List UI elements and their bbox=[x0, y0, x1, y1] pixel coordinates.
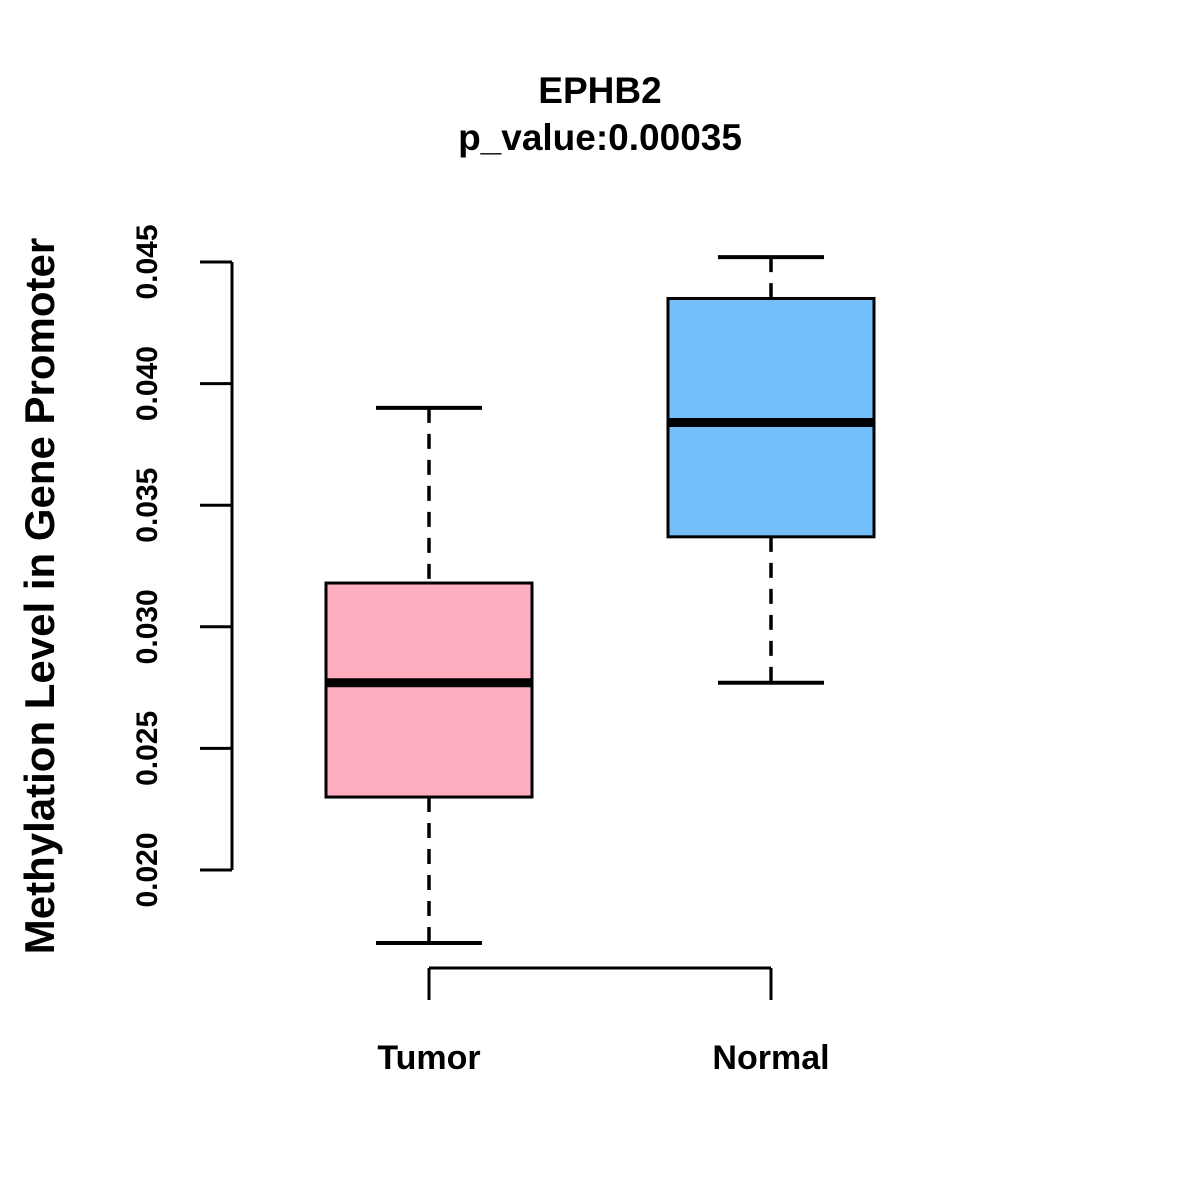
title-block: EPHB2 p_value:0.00035 bbox=[0, 67, 1200, 161]
chart-title: EPHB2 bbox=[538, 70, 662, 111]
y-axis-title: Methylation Level in Gene Promoter bbox=[16, 237, 63, 955]
x-category-label-normal: Normal bbox=[712, 1039, 829, 1077]
y-axis-tick-label: 0.030 bbox=[131, 589, 164, 664]
y-axis-tick-label: 0.025 bbox=[131, 711, 164, 786]
y-axis-tick-label: 0.035 bbox=[131, 468, 164, 543]
box-normal bbox=[666, 296, 876, 539]
y-axis-tick-label: 0.020 bbox=[131, 832, 164, 907]
y-axis-tick-label: 0.040 bbox=[131, 346, 164, 421]
x-category-label-tumor: Tumor bbox=[377, 1039, 480, 1077]
box-tumor bbox=[324, 581, 534, 799]
y-axis-tick-label: 0.045 bbox=[131, 224, 164, 299]
chart-subtitle: p_value:0.00035 bbox=[458, 117, 742, 158]
